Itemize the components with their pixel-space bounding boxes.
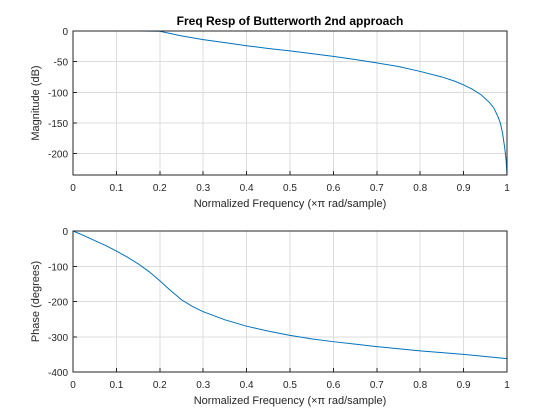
phase-y-tick-label: 0: [62, 227, 68, 238]
magnitude-y-axis-label: Magnitude (dB): [30, 65, 42, 140]
magnitude-y-tick-label: -100: [48, 88, 68, 99]
phase-x-tick-label: 0.8: [413, 380, 427, 391]
phase-y-tick-label: -100: [48, 262, 68, 273]
phase-y-tick-label: -200: [48, 298, 68, 309]
phase-x-tick-label: 0.4: [240, 380, 254, 391]
magnitude-x-tick-label: 0.1: [109, 183, 123, 194]
phase-x-tick-label: 0.9: [457, 380, 471, 391]
phase-axes-box: [72, 230, 508, 373]
phase-x-tick-label: 0.1: [109, 380, 123, 391]
magnitude-x-axis-label: Normalized Frequency (×π rad/sample): [194, 198, 387, 210]
magnitude-x-tick-label: 0.3: [196, 183, 210, 194]
magnitude-x-tick-label: 0.7: [370, 183, 384, 194]
magnitude-x-tick-label: 0.6: [326, 183, 340, 194]
phase-x-tick-label: 0.5: [283, 380, 297, 391]
phase-plot: 0 0.1 0.2 0.3 0.4 0.5 0.6 0.7 0.8 0.9 1 0 -100 -200 -3…: [30, 227, 510, 407]
magnitude-x-tick-label: 0.9: [457, 183, 471, 194]
magnitude-plot: 0 0.1 0.2 0.3 0.4 0.5 0.6 0.7 0.8 0.9 1 0 -50 -100 -15…: [30, 14, 510, 210]
magnitude-y-tick-label: -200: [48, 150, 68, 161]
magnitude-x-tick-label: 0.4: [240, 183, 254, 194]
magnitude-y-tick-label: -50: [54, 58, 69, 69]
magnitude-y-tick-label: -150: [48, 119, 68, 130]
phase-x-tick-label: 0: [70, 380, 76, 391]
magnitude-x-tick-label: 0.2: [153, 183, 167, 194]
magnitude-series-line: [73, 30, 508, 176]
phase-x-tick-label: 0.7: [370, 380, 384, 391]
phase-y-tick-label: -300: [48, 333, 68, 344]
phase-y-tick-label: -400: [48, 368, 68, 379]
phase-series-line: [72, 230, 508, 360]
phase-x-tick-label: 1: [504, 380, 510, 391]
magnitude-chart-title: Freq Resp of Butterworth 2nd approach: [177, 14, 404, 28]
phase-x-axis-label: Normalized Frequency (×π rad/sample): [194, 395, 387, 407]
phase-y-axis-label: Phase (degrees): [30, 261, 42, 342]
magnitude-x-tick-label: 0: [70, 183, 76, 194]
phase-x-tick-label: 0.2: [153, 380, 167, 391]
magnitude-x-tick-label: 1: [504, 183, 510, 194]
magnitude-axes-box: [72, 30, 508, 176]
phase-x-tick-label: 0.6: [326, 380, 340, 391]
magnitude-x-tick-label: 0.8: [413, 183, 427, 194]
phase-x-tick-label: 0.3: [196, 380, 210, 391]
magnitude-y-tick-label: 0: [62, 27, 68, 38]
magnitude-x-tick-label: 0.5: [283, 183, 297, 194]
